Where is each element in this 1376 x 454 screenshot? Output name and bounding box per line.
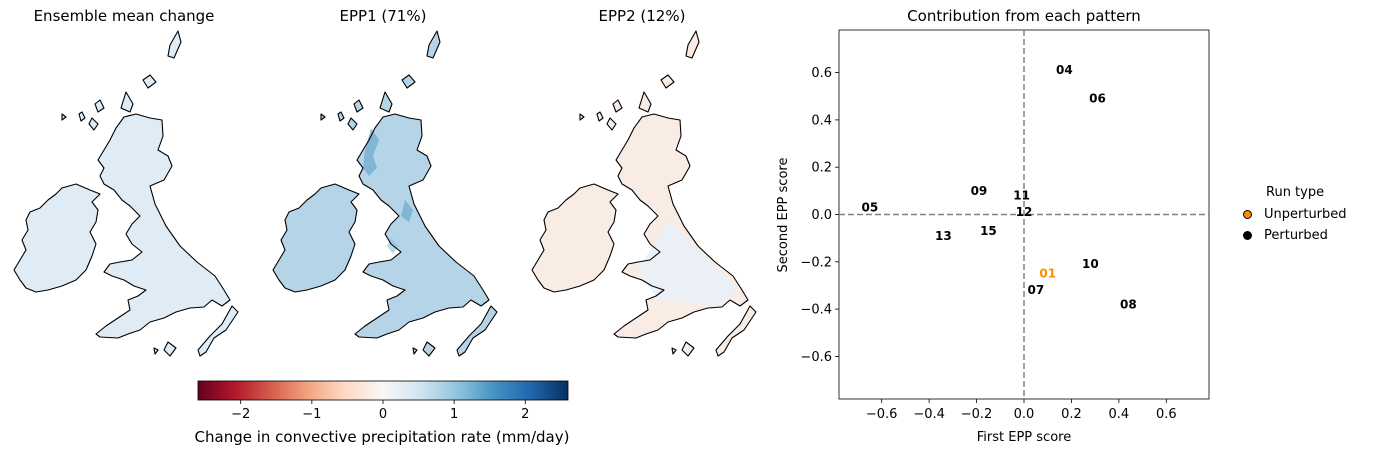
point-label-13: 13: [935, 229, 952, 243]
point-label-08: 08: [1120, 297, 1137, 311]
legend-entry-perturbed: Perturbed: [1240, 225, 1347, 246]
colorbar-tick-label: −1: [302, 407, 321, 422]
legend-label-perturbed: Perturbed: [1264, 228, 1328, 243]
colorbar-tick-label: 2: [521, 407, 529, 422]
x-tick-label: −0.2: [961, 407, 993, 422]
y-tick-label: 0.6: [811, 66, 832, 81]
x-axis-label: First EPP score: [977, 430, 1071, 445]
y-axis-label: Second EPP score: [776, 158, 791, 273]
legend: Run type Unperturbed Perturbed: [1240, 185, 1347, 246]
y-tick-label: −0.2: [800, 255, 832, 270]
colorbar-tick-label: 0: [379, 407, 387, 422]
point-label-10: 10: [1082, 257, 1099, 271]
data-points: 01 04 05 06 07 08 09 10 11 12 13 15: [861, 63, 1136, 311]
point-label-15: 15: [980, 224, 997, 238]
legend-marker-unperturbed: [1243, 210, 1252, 219]
map-epp2: [531, 30, 757, 357]
y-tick-label: 0.0: [811, 208, 832, 223]
reference-lines: [839, 30, 1209, 399]
colorbar-label: Change in convective precipitation rate …: [194, 428, 570, 446]
x-tick-label: 0.6: [1156, 407, 1177, 422]
y-tick-label: 0.4: [811, 113, 832, 128]
colorbar-ticks: −2 −1 0 1 2: [231, 400, 529, 422]
legend-entry-unperturbed: Unperturbed: [1240, 204, 1347, 225]
x-tick-label: 0.0: [1014, 407, 1035, 422]
colorbar-tick-label: −2: [231, 407, 250, 422]
map-title-epp1: EPP1 (71%): [339, 7, 427, 25]
colorbar-tick-label: 1: [450, 407, 458, 422]
y-axis-ticks: −0.6 −0.4 −0.2 0.0 0.2 0.4 0.6: [800, 66, 839, 365]
y-tick-label: −0.4: [800, 303, 832, 318]
y-tick-label: 0.2: [811, 161, 832, 176]
point-label-11: 11: [1013, 189, 1030, 203]
map-title-ensemble-mean: Ensemble mean change: [33, 7, 215, 25]
legend-title: Run type: [1266, 185, 1325, 200]
map-title-epp2: EPP2 (12%): [598, 7, 686, 25]
legend-marker-perturbed: [1243, 231, 1252, 240]
point-label-07: 07: [1028, 283, 1045, 297]
point-label-06: 06: [1089, 92, 1106, 106]
x-tick-label: 0.4: [1109, 407, 1130, 422]
point-label-01: 01: [1039, 267, 1056, 281]
x-tick-label: 0.2: [1061, 407, 1082, 422]
scatter-title: Contribution from each pattern: [907, 7, 1141, 25]
point-label-05: 05: [861, 200, 878, 214]
point-label-12: 12: [1016, 205, 1033, 219]
x-axis-ticks: −0.6 −0.4 −0.2 0.0 0.2 0.4 0.6: [866, 399, 1177, 422]
x-tick-label: −0.4: [913, 407, 945, 422]
legend-label-unperturbed: Unperturbed: [1264, 207, 1347, 222]
point-label-04: 04: [1056, 63, 1073, 77]
map-epp1: [272, 30, 498, 357]
y-tick-label: −0.6: [800, 350, 832, 365]
point-label-09: 09: [971, 184, 988, 198]
x-tick-label: −0.6: [866, 407, 898, 422]
